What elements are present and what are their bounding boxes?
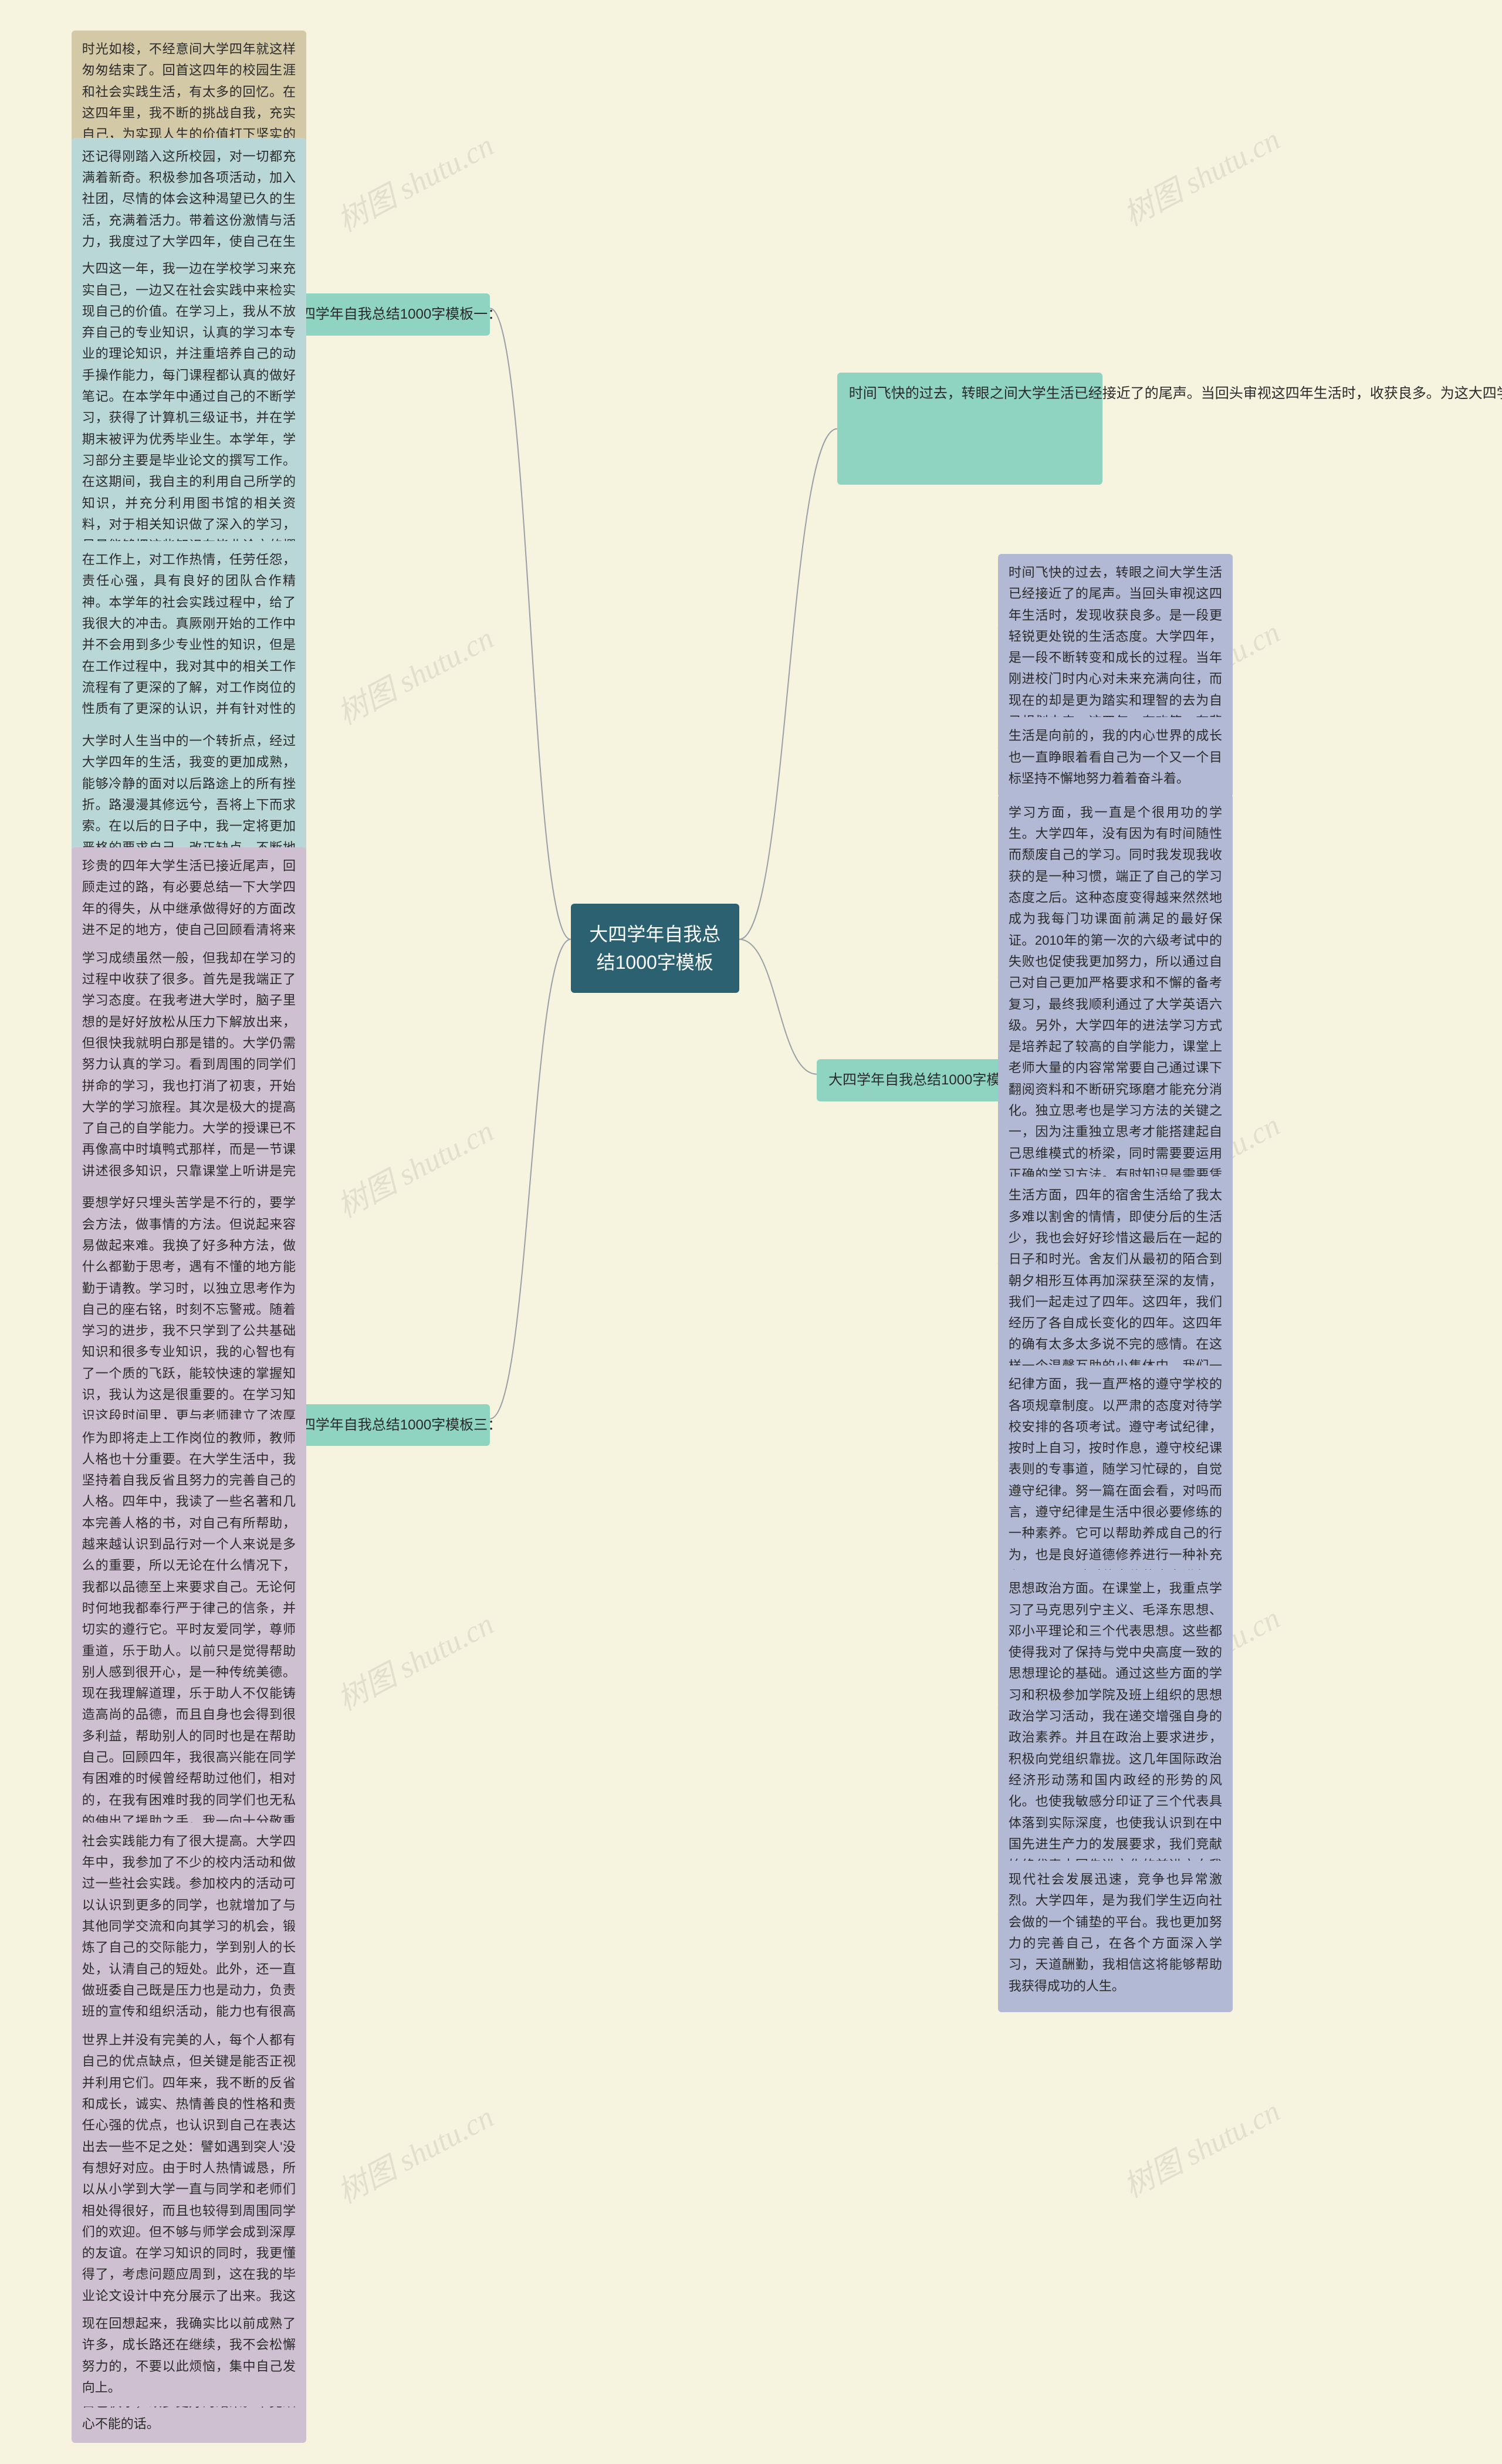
leaf-b3c7-label: 现在回想起来，我确实比以前成熟了许多，成长路还在继续，我不会松懈努力的，不要以此… xyxy=(82,2316,296,2395)
root-node-label: 大四学年自我总结1000字模板 xyxy=(589,924,720,973)
branch-b1-label: 大四学年自我总结1000字模板一： xyxy=(287,306,502,322)
watermark: 树图 shutu.cn xyxy=(328,1107,500,1226)
watermark: 树图 shutu.cn xyxy=(328,1600,500,1719)
branch-b3-label: 大四学年自我总结1000字模板三： xyxy=(287,1417,502,1433)
leaf-b3c7[interactable]: 现在回想起来，我确实比以前成熟了许多，成长路还在继续，我不会松懈努力的，不要以此… xyxy=(72,2305,306,2406)
watermark: 树图 shutu.cn xyxy=(1114,115,1286,234)
leaf-b2c7[interactable]: 现代社会发展迅速，竞争也异常激烈。大学四年，是为我们学生迈向社会做的一个铺垫的平… xyxy=(998,1861,1233,2005)
branch-b3[interactable]: 大四学年自我总结1000字模板三： xyxy=(276,1404,490,1446)
branch-intro-label: 时间飞快的过去，转眼之间大学生活已经接近了的尾声。当回头审视这四年生活时，收获良… xyxy=(849,386,1502,401)
watermark: 树图 shutu.cn xyxy=(328,121,500,240)
branch-intro[interactable]: 时间飞快的过去，转眼之间大学生活已经接近了的尾声。当回头审视这四年生活时，收获良… xyxy=(837,373,1102,485)
leaf-b2c2[interactable]: 生活是向前的，我的内心世界的成长也一直睁眼着看自己为一个又一个目标坚持不懈地努力… xyxy=(998,717,1233,797)
watermark: 树图 shutu.cn xyxy=(328,614,500,733)
watermark: 树图 shutu.cn xyxy=(1114,2087,1286,2206)
canvas: 树图 shutu.cn 树图 shutu.cn 树图 shutu.cn 树图 shut… xyxy=(0,0,1502,2464)
leaf-b2c7-label: 现代社会发展迅速，竞争也异常激烈。大学四年，是为我们学生迈向社会做的一个铺垫的平… xyxy=(1009,1872,1222,1993)
leaf-b2c2-label: 生活是向前的，我的内心世界的成长也一直睁眼着看自己为一个又一个目标坚持不懈地努力… xyxy=(1009,728,1222,786)
watermark: 树图 shutu.cn xyxy=(328,2093,500,2212)
root-node[interactable]: 大四学年自我总结1000字模板 xyxy=(571,904,739,993)
branch-b1[interactable]: 大四学年自我总结1000字模板一： xyxy=(276,293,490,336)
